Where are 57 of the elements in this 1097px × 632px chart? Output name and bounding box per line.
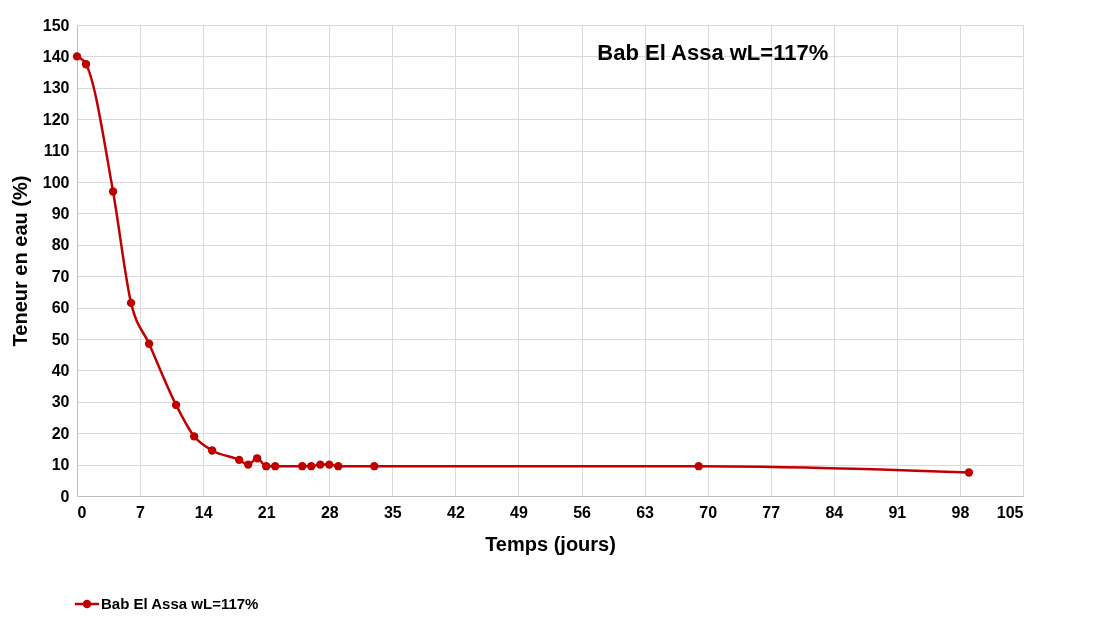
y-tick-label: 60 [51, 299, 70, 317]
x-tick-label: 98 [951, 503, 970, 521]
y-tick-label: 0 [60, 487, 70, 505]
point [81, 60, 91, 69]
y-tick-label: 120 [42, 110, 70, 128]
x-tick-label: 49 [510, 503, 528, 521]
x-tick-label: 105 [996, 503, 1024, 521]
y-tick-label: 90 [51, 204, 70, 222]
x-tick-label: 63 [636, 503, 655, 521]
point [370, 462, 379, 471]
x-tick-label: 35 [383, 503, 402, 521]
x-tick-label: 56 [573, 503, 592, 521]
y-tick-label: 100 [42, 173, 70, 191]
point [144, 339, 154, 348]
point [72, 52, 82, 61]
point [171, 400, 181, 410]
point [334, 462, 343, 471]
x-tick-label: 14 [194, 503, 213, 521]
point [298, 462, 307, 471]
point [189, 432, 199, 441]
point [244, 460, 253, 469]
y-tick-label: 130 [42, 79, 70, 97]
x-tick-label: 70 [699, 503, 718, 521]
point [316, 460, 325, 469]
x-tick-label: 84 [825, 503, 844, 521]
y-tick-label: 110 [43, 142, 70, 160]
point [694, 462, 703, 471]
x-tick-label: 42 [447, 503, 465, 521]
point [108, 187, 118, 196]
legend-label: Bab El Assa wL=117% [101, 595, 259, 612]
y-tick-label: 50 [51, 330, 70, 348]
x-tick-label: 77 [762, 503, 781, 521]
point [325, 460, 334, 469]
point [126, 298, 136, 308]
y-tick-label: 10 [51, 456, 70, 474]
x-tick-label: 0 [77, 503, 87, 521]
y-tick-label: 150 [42, 16, 70, 34]
y-tick-label: 140 [42, 47, 70, 65]
text: Bab El Assa wL=117% [597, 40, 829, 66]
x-tick-label: 28 [320, 503, 339, 521]
x-tick-label: 21 [257, 503, 276, 521]
y-tick-label: 20 [51, 424, 70, 442]
x-tick-label: 91 [888, 503, 907, 521]
y-tick-label: 30 [51, 393, 70, 411]
y-axis-title: Teneur en eau (%) [8, 175, 31, 347]
point [271, 462, 280, 471]
y-tick-label: 80 [51, 236, 70, 254]
x-tick-label: 7 [136, 503, 146, 521]
point [234, 455, 244, 465]
x-axis-title: Temps (jours) [485, 532, 616, 555]
y-tick-label: 70 [51, 267, 70, 285]
point [253, 454, 262, 463]
y-tick-label: 40 [51, 361, 70, 379]
point [207, 446, 217, 455]
point [964, 468, 974, 477]
point [307, 462, 316, 471]
point [262, 462, 271, 471]
